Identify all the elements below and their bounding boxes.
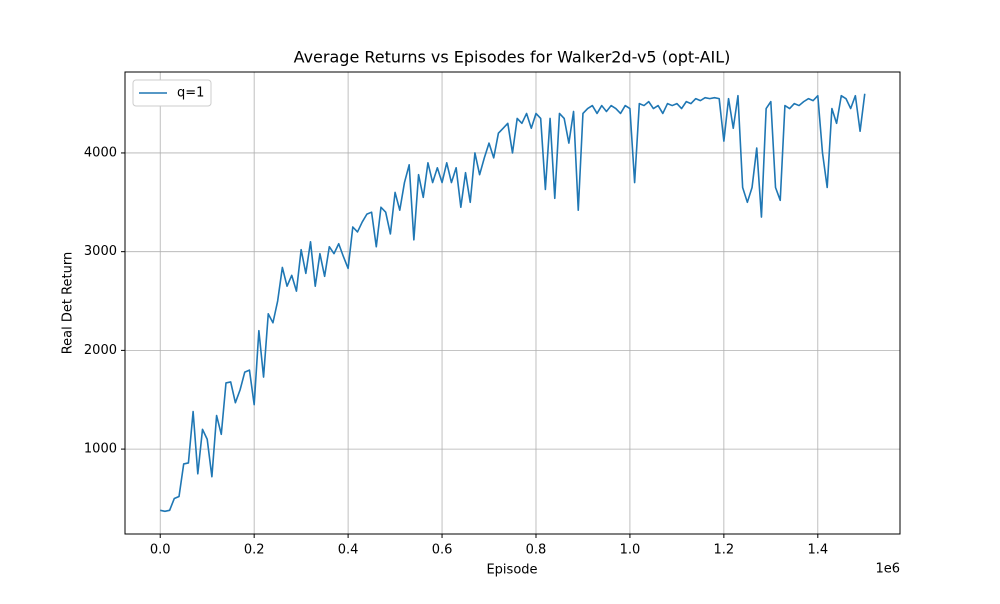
x-axis-label: Episode (486, 563, 537, 578)
x-tick-label: 0.6 (432, 543, 453, 558)
x-tick-label: 0.0 (150, 543, 171, 558)
x-tick-label: 1.0 (620, 543, 641, 558)
y-tick-label: 1000 (84, 442, 117, 457)
x-tick-label: 0.4 (338, 543, 359, 558)
data-line (160, 93, 866, 513)
x-offset-label: 1e6 (875, 562, 900, 577)
legend-label: q=1 (177, 86, 204, 101)
x-tick-label: 1.2 (714, 543, 735, 558)
x-tick-label: 1.4 (807, 543, 828, 558)
x-tick-label: 0.8 (526, 543, 547, 558)
y-tick-label: 2000 (84, 343, 117, 358)
y-tick-label: 3000 (84, 244, 117, 259)
plot-frame (124, 71, 901, 535)
x-tick-label: 0.2 (244, 543, 265, 558)
y-tick-label: 4000 (84, 145, 117, 160)
y-axis-label: Real Det Return (61, 252, 76, 355)
legend-box (132, 79, 212, 107)
chart-title: Average Returns vs Episodes for Walker2d… (294, 48, 731, 67)
